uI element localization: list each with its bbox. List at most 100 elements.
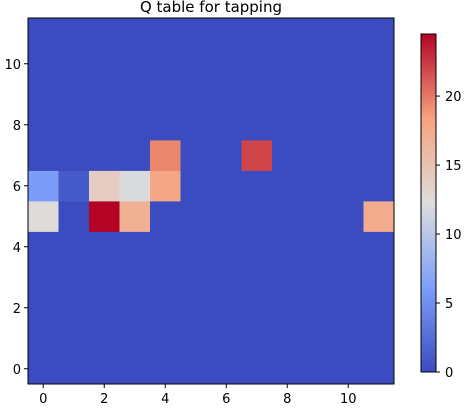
heatmap-cell [211,79,242,110]
y-tick-label: 8 [13,119,21,134]
y-tick-label: 4 [13,241,21,256]
heatmap-cell [58,170,90,202]
heatmap-cell [28,140,59,171]
heatmap-cell [119,353,151,385]
heatmap-cell [150,262,181,293]
heatmap-cell [180,109,212,141]
heatmap-cell [211,323,242,354]
heatmap-cell [119,262,151,293]
x-tick-label: 4 [161,392,169,407]
heatmap-cell [150,109,181,141]
heatmap-cell [211,18,242,49]
heatmap-cell [58,48,90,80]
heatmap-cell [241,170,273,202]
colorbar-tick-label: 10 [445,228,462,243]
heatmap-cell [180,79,212,110]
heatmap-cell [180,353,212,385]
y-tick-label: 10 [4,58,21,73]
heatmap-cell [28,231,59,263]
heatmap-cell [28,79,59,110]
heatmap-cell [180,231,212,263]
heatmap-cell [363,109,395,141]
x-tick-label: 10 [340,392,357,407]
heatmap-cell [28,292,59,324]
colorbar-tick-label: 5 [445,297,453,312]
heatmap-cell [333,48,364,80]
plot-frame [27,17,395,385]
heatmap-cell [150,170,181,202]
heatmap-cell [333,140,364,171]
heatmap-cell [302,262,334,293]
heatmap-cell [272,231,303,263]
heatmap-cell [150,353,181,385]
heatmap-cell [211,201,242,232]
heatmap-cell [180,140,212,171]
heatmap-cell [119,170,151,202]
heatmap-cell [302,201,334,232]
heatmap-cell [272,48,303,80]
heatmap-cell [363,353,395,385]
heatmap-cell [211,109,242,141]
heatmap-cell [272,201,303,232]
y-tick-label: 2 [13,302,21,317]
heatmap-cell [333,170,364,202]
heatmap-cell [28,201,59,232]
heatmap-cell [363,262,395,293]
heatmap-cell [363,18,395,49]
heatmap-cell [241,201,273,232]
heatmap-cell [241,79,273,110]
heatmap-cell [150,231,181,263]
heatmap-cell [58,262,90,293]
heatmap-cell [302,48,334,80]
heatmap-cell [302,353,334,385]
heatmap-cells [28,18,395,385]
heatmap-cell [89,48,120,80]
heatmap-cell [241,323,273,354]
y-axis: 0 2 4 6 8 10 [4,58,28,378]
heatmap-cell [272,79,303,110]
heatmap-cell [333,262,364,293]
heatmap-cell [363,231,395,263]
heatmap-cell [119,323,151,354]
heatmap-cell [119,292,151,324]
heatmap-cell [363,201,395,232]
heatmap-cell [363,140,395,171]
y-tick-label: 0 [13,363,21,378]
heatmap-cell [272,292,303,324]
heatmap-cell [241,18,273,49]
heatmap-cell [333,79,364,110]
heatmap-cell [302,140,334,171]
x-axis: 0 2 4 6 8 10 [39,384,357,407]
heatmap-cell [119,201,151,232]
heatmap-cell [363,323,395,354]
heatmap-cell [211,140,242,171]
heatmap-cell [180,323,212,354]
heatmap-cell [58,79,90,110]
heatmap-cell [211,231,242,263]
heatmap-cell [28,109,59,141]
heatmap-cell [302,292,334,324]
heatmap-cell [302,109,334,141]
heatmap-cell [333,323,364,354]
colorbar-tick-label: 0 [445,366,453,381]
heatmap-cell [89,201,120,232]
heatmap-cell [119,79,151,110]
heatmap-cell [302,323,334,354]
heatmap-cell [89,262,120,293]
colorbar-tick-label: 20 [445,90,462,105]
heatmap-cell [58,323,90,354]
heatmap-cell [241,48,273,80]
colorbar [420,33,437,373]
heatmap-cell [241,109,273,141]
heatmap-cell [363,170,395,202]
heatmap-cell [89,18,120,49]
heatmap-cell [180,292,212,324]
colorbar-tick-label: 15 [445,159,462,174]
heatmap-cell [272,18,303,49]
heatmap-cell [89,353,120,385]
heatmap-cell [89,231,120,263]
heatmap-cell [363,292,395,324]
heatmap-cell [333,353,364,385]
heatmap-cell [302,18,334,49]
